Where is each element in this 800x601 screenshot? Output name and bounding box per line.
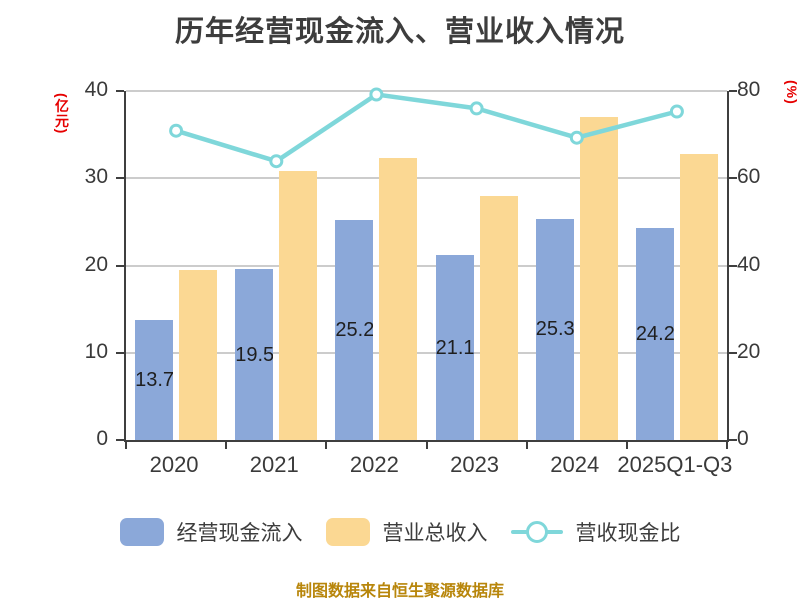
x-label-2021: 2021 (249, 452, 299, 477)
x-label-2022: 2022 (349, 452, 399, 477)
legend-label-0: 经营现金流入 (176, 522, 303, 545)
right-axis-label-0: 0 (737, 427, 749, 450)
x-label-2020: 2020 (149, 452, 199, 477)
left-tick-30 (116, 177, 124, 180)
left-axis-label-0: 0 (96, 427, 108, 450)
legend-line-marker-icon (510, 518, 563, 546)
bar-cash-inflow-2020 (135, 319, 174, 440)
bar-revenue-2022 (379, 158, 418, 440)
bar-cash-inflow-2024 (535, 218, 574, 440)
bar-revenue-2025Q1-Q3 (679, 153, 718, 440)
gridline-10 (126, 351, 727, 354)
bar-revenue-2021 (279, 171, 318, 440)
right-axis-label-60: 60 (737, 165, 761, 189)
x-label-2025Q1-Q3: 2025Q1-Q3 (617, 452, 733, 477)
legend-label-2: 营收现金比 (575, 522, 681, 545)
x-label-2023: 2023 (450, 452, 500, 477)
line-point-2024 (569, 130, 584, 145)
bar-revenue-2020 (179, 269, 218, 440)
x-label-2024: 2024 (550, 452, 600, 477)
left-axis-label-30: 30 (84, 165, 108, 189)
source-note: 制图数据来自恒生聚源数据库 (295, 583, 504, 600)
left-axis-label-40: 40 (84, 78, 108, 101)
bar-cash-inflow-2022 (335, 219, 374, 440)
x-boundary-tick-5 (625, 441, 628, 449)
left-tick-10 (116, 351, 124, 354)
bar-cash-inflow-2021 (235, 269, 274, 440)
legend-item-0: 经营现金流入 (119, 517, 303, 547)
chart-title: 历年经营现金流入、营业收入情况 (174, 16, 625, 48)
line-point-2022 (369, 87, 384, 102)
right-axis-unit-label: (%) (784, 80, 800, 105)
right-tick-0 (729, 439, 737, 441)
right-axis-label-80: 80 (737, 78, 761, 101)
left-axis-label-20: 20 (84, 252, 108, 276)
ratio-line (173, 92, 680, 164)
line-point-2020 (169, 123, 184, 138)
bar-revenue-2024 (579, 117, 618, 440)
bar-revenue-2023 (479, 195, 518, 440)
x-boundary-tick-3 (425, 441, 428, 449)
left-tick-0 (116, 439, 124, 441)
bar-label-2020: 13.77 (135, 368, 174, 391)
bar-label-2025Q1-Q3: 24.29 (635, 323, 674, 346)
x-boundary-tick-4 (525, 441, 528, 449)
bar-label-2024: 25.36 (535, 318, 574, 341)
legend-swatch-icon-1 (325, 518, 370, 546)
legend-item-1: 营业总收入 (325, 517, 488, 547)
x-boundary-tick-0 (125, 441, 127, 449)
right-axis-label-20: 20 (737, 339, 761, 363)
legend: 经营现金流入 营业总收入 营收现金比 (0, 510, 800, 554)
gridline-40 (126, 90, 727, 92)
legend-swatch-icon-0 (119, 518, 164, 546)
right-tick-80 (729, 90, 737, 92)
x-boundary-tick-1 (225, 441, 228, 449)
right-tick-40 (729, 264, 737, 267)
bar-cash-inflow-2023 (435, 255, 474, 440)
gridline-30 (126, 177, 727, 180)
bar-cash-inflow-2025Q1-Q3 (635, 228, 674, 440)
ratio-line-layer (169, 87, 684, 169)
legend-label-1: 营业总收入 (382, 522, 488, 545)
bar-label-2022: 25.23 (335, 318, 374, 341)
line-point-2023 (469, 101, 484, 116)
line-point-2021 (269, 154, 284, 169)
legend-line-dot (525, 521, 548, 543)
x-boundary-tick-2 (325, 441, 328, 449)
bar-label-2023: 21.19 (435, 336, 474, 359)
right-tick-20 (729, 351, 737, 354)
plot-area: 13.77 19.56 25.23 21.19 25.36 24.29 (116, 87, 737, 449)
x-boundary-tick-6 (726, 441, 728, 449)
left-axis-unit-label: (亿元) (54, 93, 70, 135)
right-axis-label-40: 40 (737, 252, 761, 276)
line-point-2025Q1-Q3 (669, 104, 684, 119)
bar-label-2021: 19.56 (235, 343, 274, 366)
right-tick-60 (729, 177, 737, 180)
left-tick-40 (116, 90, 124, 92)
left-tick-20 (116, 264, 124, 267)
left-axis-label-10: 10 (84, 339, 108, 363)
gridline-20 (126, 264, 727, 267)
legend-item-2: 营收现金比 (510, 517, 681, 547)
